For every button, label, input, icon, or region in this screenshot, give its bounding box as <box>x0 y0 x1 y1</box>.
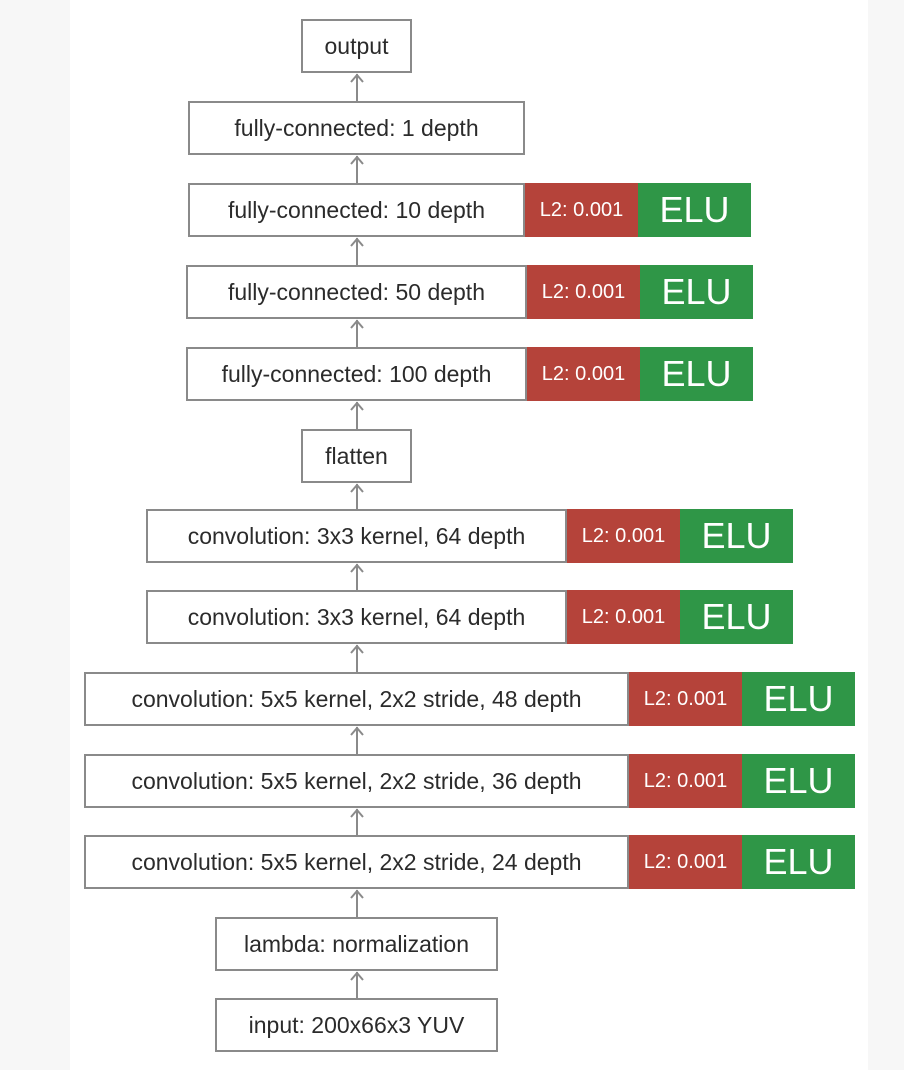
activation-badge: ELU <box>742 754 855 808</box>
regularizer-badge: L2: 0.001 <box>567 590 680 644</box>
layer-box: output <box>301 19 412 73</box>
activation-badge: ELU <box>742 835 855 889</box>
regularizer-badge: L2: 0.001 <box>527 347 640 401</box>
activation-badge: ELU <box>638 183 751 237</box>
activation-badge: ELU <box>742 672 855 726</box>
layer-row: convolution: 5x5 kernel, 2x2 stride, 36 … <box>84 754 855 808</box>
layer-row: lambda: normalization <box>215 917 498 971</box>
layer-box: flatten <box>301 429 412 483</box>
layer-row: convolution: 3x3 kernel, 64 depth L2: 0.0… <box>146 509 793 563</box>
layer-box: input: 200x66x3 YUV <box>215 998 498 1052</box>
layer-box: convolution: 3x3 kernel, 64 depth <box>146 590 567 644</box>
layer-row: output <box>301 19 412 73</box>
arrow-up-icon <box>350 971 364 998</box>
arrow-up-icon <box>350 155 364 183</box>
layer-box: convolution: 5x5 kernel, 2x2 stride, 36 … <box>84 754 629 808</box>
activation-badge: ELU <box>640 265 753 319</box>
arrow-up-icon <box>350 889 364 917</box>
layer-box: lambda: normalization <box>215 917 498 971</box>
layer-box: fully-connected: 10 depth <box>188 183 525 237</box>
regularizer-badge: L2: 0.001 <box>629 672 742 726</box>
layer-row: fully-connected: 50 depth L2: 0.001 ELU <box>186 265 753 319</box>
arrow-up-icon <box>350 237 364 265</box>
layer-row: convolution: 5x5 kernel, 2x2 stride, 48 … <box>84 672 855 726</box>
regularizer-badge: L2: 0.001 <box>629 835 742 889</box>
layer-row: convolution: 5x5 kernel, 2x2 stride, 24 … <box>84 835 855 889</box>
layer-box: convolution: 3x3 kernel, 64 depth <box>146 509 567 563</box>
layer-box: fully-connected: 1 depth <box>188 101 525 155</box>
arrow-up-icon <box>350 563 364 590</box>
regularizer-badge: L2: 0.001 <box>567 509 680 563</box>
arrow-up-icon <box>350 319 364 347</box>
activation-badge: ELU <box>680 509 793 563</box>
arrow-up-icon <box>350 483 364 509</box>
layer-box: fully-connected: 50 depth <box>186 265 527 319</box>
arrow-up-icon <box>350 73 364 101</box>
layer-box: convolution: 5x5 kernel, 2x2 stride, 24 … <box>84 835 629 889</box>
arrow-up-icon <box>350 401 364 429</box>
regularizer-badge: L2: 0.001 <box>527 265 640 319</box>
layer-box: convolution: 5x5 kernel, 2x2 stride, 48 … <box>84 672 629 726</box>
arrow-up-icon <box>350 726 364 754</box>
layer-row: fully-connected: 1 depth <box>188 101 525 155</box>
layer-row: flatten <box>301 429 412 483</box>
arrow-up-icon <box>350 644 364 672</box>
regularizer-badge: L2: 0.001 <box>629 754 742 808</box>
activation-badge: ELU <box>680 590 793 644</box>
activation-badge: ELU <box>640 347 753 401</box>
layer-row: input: 200x66x3 YUV <box>215 998 498 1052</box>
layer-row: fully-connected: 10 depth L2: 0.001 ELU <box>188 183 751 237</box>
layer-row: fully-connected: 100 depth L2: 0.001 ELU <box>186 347 753 401</box>
layer-box: fully-connected: 100 depth <box>186 347 527 401</box>
arrow-up-icon <box>350 808 364 835</box>
layer-row: convolution: 3x3 kernel, 64 depth L2: 0.0… <box>146 590 793 644</box>
regularizer-badge: L2: 0.001 <box>525 183 638 237</box>
